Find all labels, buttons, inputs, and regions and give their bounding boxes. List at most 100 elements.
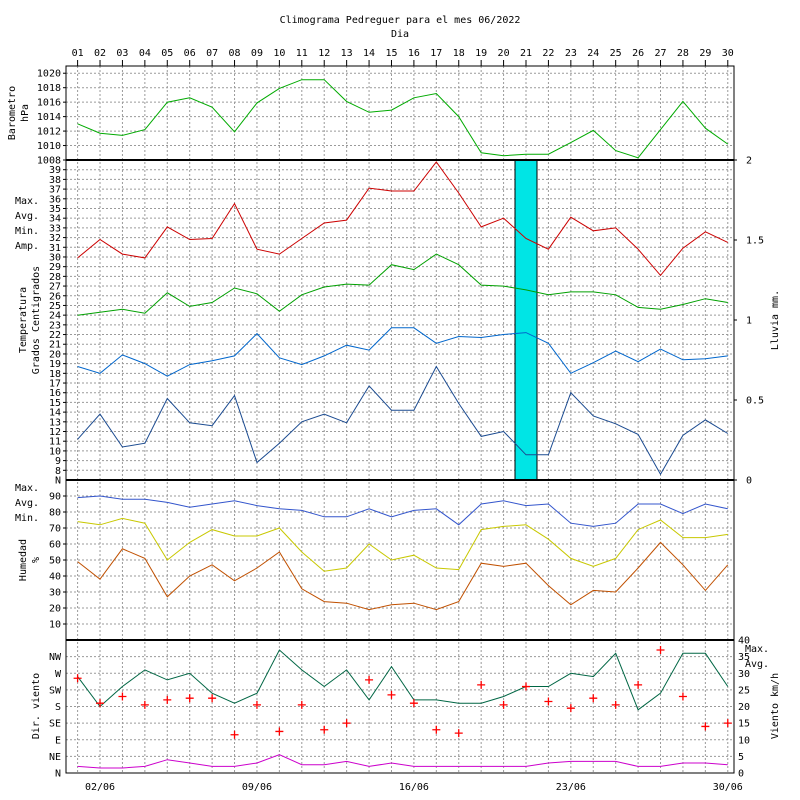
temp-tick-label: 29 [49,262,61,273]
barometer-line [77,79,729,159]
wind-direction-marker [230,730,239,739]
temp-tick-label: 15 [49,398,61,409]
temp-line-max [77,161,729,277]
temp-line-avg [77,253,728,316]
day-tick-label: 02 [94,48,106,59]
barometer-tick-label: 1020 [37,69,61,80]
wind-direction-marker [96,699,105,708]
wind-dir-tick-label: NE [49,752,61,763]
day-tick-label: 05 [161,48,173,59]
humidity-tick-label: 70 [49,524,61,535]
temp-tick-label: 35 [49,204,61,215]
wind-dir-tick-label: W [55,669,62,680]
wind-direction-marker [589,694,598,703]
barometer-tick-label: 1012 [37,127,61,138]
wind-direction-marker [118,692,127,701]
wind-direction-marker [678,692,687,701]
temperature-axis-title: Temperatura [18,287,29,353]
barometer-tick-label: 1018 [37,83,61,94]
humidity-line-avg [77,517,728,572]
day-tick-label: 22 [542,48,554,59]
wind-direction-axis-title: Dir. viento [31,673,42,739]
humidity-line-max [77,495,728,527]
temp-tick-label: 39 [49,165,61,176]
temp-tick-label: 30 [49,252,61,263]
temp-tick-label: 36 [49,194,61,205]
humidity-axis-title: Humedad [18,539,29,581]
humidity-legend-entry: Avg. [15,498,39,509]
wind-direction-marker [409,699,418,708]
wind-speed-axis-title: Viento km/h [770,673,781,739]
day-tick-label: 06 [184,48,196,59]
temp-tick-label: 22 [49,330,61,341]
date-tick-label: 02/06 [85,782,115,793]
day-tick-label: 30 [722,48,734,59]
wind-direction-marker [365,675,374,684]
outer-frame [65,65,735,774]
title-block: Climograma Pedreguer para el mes 06/2022… [280,15,521,40]
wind-dir-tick-label: N [55,769,61,780]
barometer-axis-title: Barometro [7,86,18,140]
wind-direction-marker [140,700,149,709]
temp-legend-entry: Amp. [15,241,39,252]
barometer-tick-label: 1014 [37,112,61,123]
temp-tick-label: 16 [49,388,61,399]
wind-avg-legend-entry: Avg. [745,659,769,670]
temp-tick-label: 32 [49,233,61,244]
wind-direction-marker [73,674,82,683]
day-tick-label: 03 [116,48,128,59]
humidity-tick-label: 90 [49,492,61,503]
day-tick-label: 15 [385,48,397,59]
day-tick-label: 10 [273,48,285,59]
chart-title: Climograma Pedreguer para el mes 06/2022 [280,15,521,26]
day-tick-label: 11 [296,48,308,59]
temp-tick-label: 17 [49,379,61,390]
wind-direction-marker [499,700,508,709]
day-tick-label: 04 [139,48,151,59]
wind-direction-marker [611,700,620,709]
temp-line-min [77,327,728,377]
temp-tick-label: 28 [49,272,61,283]
temp-tick-label: 37 [49,185,61,196]
temp-tick-label: 14 [49,408,61,419]
day-tick-label: 21 [520,48,532,59]
wind-direction-marker [185,694,194,703]
wind-dir-tick-label: SW [49,685,62,696]
x-axis-label: Dia [391,29,409,40]
temp-tick-label: 8 [55,466,61,477]
wind-dir-tick-label: SE [49,719,61,730]
wind-direction-marker [163,695,172,704]
day-tick-label: 28 [677,48,689,59]
wind-direction-marker [320,725,329,734]
temp-tick-label: 19 [49,359,61,370]
day-tick-label: 24 [587,48,599,59]
humidity-tick-label: 20 [49,604,61,615]
day-tick-label: 01 [72,48,84,59]
temp-tick-label: 9 [55,456,61,467]
day-tick-label: 08 [229,48,241,59]
barometer-tick-label: 1010 [37,141,61,152]
series-lines [73,79,732,769]
wind-max-line [77,649,729,711]
humidity-line-min [77,541,729,611]
wind-direction-marker [544,697,553,706]
rain-bars [514,159,538,481]
wind-avg-line [77,754,728,769]
humidity-axis-unit: % [31,557,42,563]
date-tick-label: 16/06 [399,782,429,793]
rain-tick-label: 0.5 [746,396,764,407]
wind-speed-tick-label: 30 [738,669,750,680]
wind-direction-marker [656,645,665,654]
wind-direction-marker [297,700,306,709]
day-tick-label: 23 [565,48,577,59]
wind-direction-marker [701,722,710,731]
wind-speed-tick-label: 5 [738,752,744,763]
temp-line-amp [77,365,729,476]
wind-dir-tick-label: E [55,735,61,746]
wind-direction-marker [566,704,575,713]
temp-tick-label: 25 [49,301,61,312]
plot-frame [65,65,735,774]
temp-legend-entry: Min. [15,226,39,237]
wind-speed-tick-label: 40 [738,636,750,647]
